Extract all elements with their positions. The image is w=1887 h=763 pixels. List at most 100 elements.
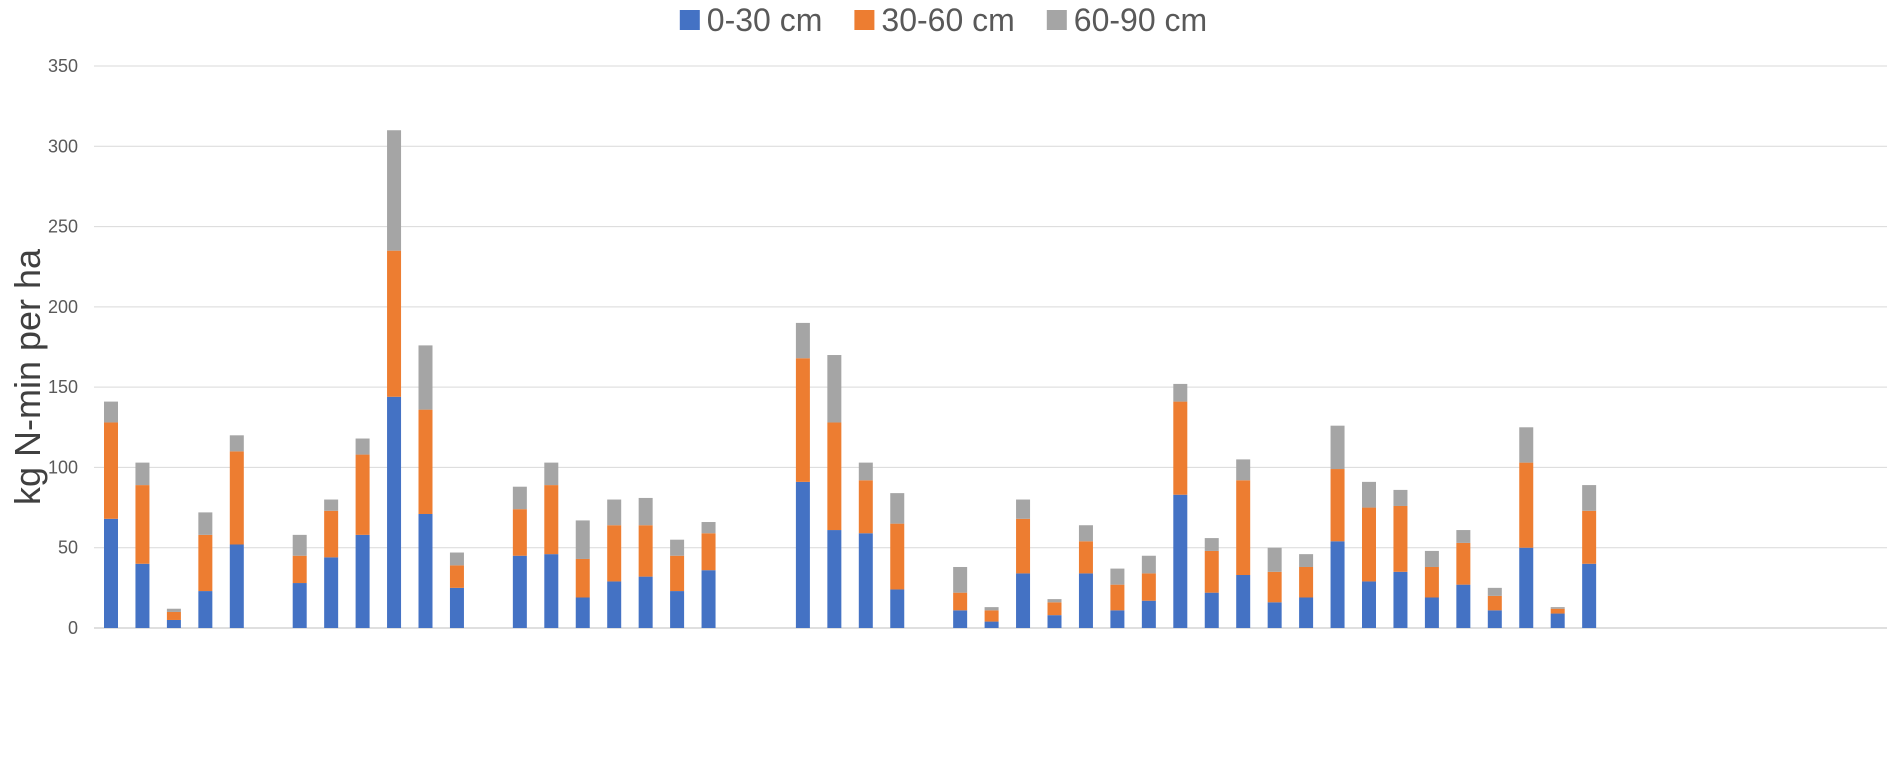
bar-segment-1-18	[638, 576, 653, 628]
bar-segment-2-40	[1330, 469, 1345, 542]
legend-label: 60-90 cm	[1074, 2, 1207, 38]
bar-segment-2-34	[1141, 573, 1156, 601]
bar-segment-3-46	[1519, 427, 1534, 463]
legend-label: 0-30 cm	[707, 2, 823, 38]
bar-segment-2-31	[1047, 602, 1062, 616]
bar-segment-1-47	[1550, 613, 1565, 628]
bar-segment-1-12	[449, 587, 464, 628]
y-tick-label: 0	[68, 618, 78, 638]
bar-segment-1-14	[512, 555, 527, 628]
bar-segment-1-2	[135, 563, 150, 628]
bar-segment-1-9	[355, 534, 370, 628]
bar-segment-2-4	[198, 534, 213, 592]
bar-segment-3-25	[858, 462, 873, 481]
bar-segment-1-38	[1267, 602, 1282, 628]
bar-segment-2-41	[1362, 507, 1376, 582]
bar-segment-1-40	[1330, 541, 1345, 628]
bar-segment-3-5	[229, 435, 244, 452]
bar-segment-2-39	[1299, 566, 1314, 598]
bar-segment-2-8	[324, 510, 339, 558]
bar-segment-2-5	[229, 451, 244, 545]
y-tick-label: 250	[48, 217, 78, 237]
bar-segment-3-7	[292, 534, 307, 556]
legend-label: 30-60 cm	[881, 2, 1014, 38]
bar-segment-2-43	[1424, 566, 1439, 598]
chart-legend: 0-30 cm 30-60 cm 60-90 cm	[679, 2, 1207, 38]
bar-segment-2-42	[1393, 505, 1408, 572]
bar-segment-2-24	[827, 422, 842, 531]
bar-segment-3-26	[890, 493, 905, 524]
bar-segment-1-16	[575, 597, 590, 628]
bar-segment-3-35	[1173, 383, 1188, 402]
bar-segment-2-30	[1016, 518, 1031, 574]
bar-segment-3-30	[1016, 499, 1031, 519]
bar-segment-1-39	[1299, 597, 1314, 628]
bar-segment-1-28	[953, 610, 968, 628]
bar-segment-2-14	[512, 509, 527, 556]
bar-segment-1-5	[229, 544, 244, 628]
bar-segment-1-17	[607, 581, 622, 628]
bar-segment-1-23	[795, 481, 810, 628]
y-tick-label: 100	[48, 457, 78, 477]
bar-segment-2-45	[1487, 595, 1502, 611]
bar-segment-1-7	[292, 583, 307, 628]
bar-segment-2-46	[1519, 462, 1534, 548]
bar-segment-1-34	[1141, 600, 1156, 628]
bar-segment-1-31	[1047, 615, 1062, 628]
bar-segment-3-2	[135, 462, 150, 486]
bar-segment-3-20	[701, 522, 716, 534]
bar-segment-2-11	[418, 409, 433, 514]
y-tick-label: 150	[48, 377, 78, 397]
bar-segment-2-18	[638, 525, 653, 577]
bar-segment-2-28	[953, 592, 968, 611]
bar-segment-1-26	[890, 589, 905, 628]
bar-segment-2-17	[607, 525, 622, 582]
bar-segment-3-1	[104, 401, 118, 423]
bar-segment-3-44	[1456, 530, 1471, 543]
bar-segment-1-42	[1393, 571, 1408, 628]
bar-segment-1-32	[1078, 573, 1093, 628]
bar-segment-1-44	[1456, 584, 1471, 628]
bar-segment-3-28	[953, 566, 968, 593]
bar-segment-3-23	[795, 322, 810, 359]
bar-segment-2-7	[292, 555, 307, 584]
bar-segment-1-25	[858, 533, 873, 628]
bar-segment-3-11	[418, 345, 433, 410]
bar-segment-1-8	[324, 557, 339, 628]
y-tick-labels: 0 50 100 150 200 250 300 350	[48, 56, 78, 638]
bar-segment-2-2	[135, 485, 150, 564]
bar-segment-3-40	[1330, 425, 1345, 470]
legend-swatch	[854, 10, 875, 30]
bar-segment-1-36	[1204, 592, 1219, 628]
bar-segment-3-9	[355, 438, 370, 455]
bar-segment-1-10	[387, 396, 402, 628]
bar-segment-2-20	[701, 533, 716, 571]
bar-segment-1-37	[1236, 575, 1251, 628]
bar-segment-1-4	[198, 591, 213, 628]
bar-segment-1-30	[1016, 573, 1031, 628]
bar-segment-1-19	[670, 591, 685, 628]
y-tick-label: 300	[48, 136, 78, 156]
bar-segment-3-45	[1487, 587, 1502, 596]
y-tick-label: 350	[48, 56, 78, 76]
bar-segment-3-19	[670, 539, 685, 556]
bar-segment-1-45	[1487, 610, 1502, 628]
bar-segment-3-33	[1110, 568, 1125, 585]
bar-segment-1-46	[1519, 547, 1534, 628]
bar-segment-2-23	[795, 358, 810, 482]
bar-segment-3-24	[827, 355, 842, 423]
bar-segment-3-43	[1424, 550, 1439, 567]
bar-segment-2-19	[670, 555, 685, 592]
bar-segment-3-38	[1267, 547, 1282, 572]
bar-segment-3-37	[1236, 459, 1251, 481]
bar-segment-3-32	[1078, 525, 1093, 542]
bar-segment-1-41	[1362, 581, 1376, 628]
bar-segment-2-38	[1267, 571, 1282, 603]
bar-segment-2-32	[1078, 541, 1093, 574]
bar-segment-2-9	[355, 454, 370, 535]
bar-segment-1-11	[418, 513, 433, 628]
bar-segment-1-15	[544, 554, 559, 628]
bar-segment-2-12	[449, 565, 464, 588]
bar-segment-3-36	[1204, 538, 1219, 551]
